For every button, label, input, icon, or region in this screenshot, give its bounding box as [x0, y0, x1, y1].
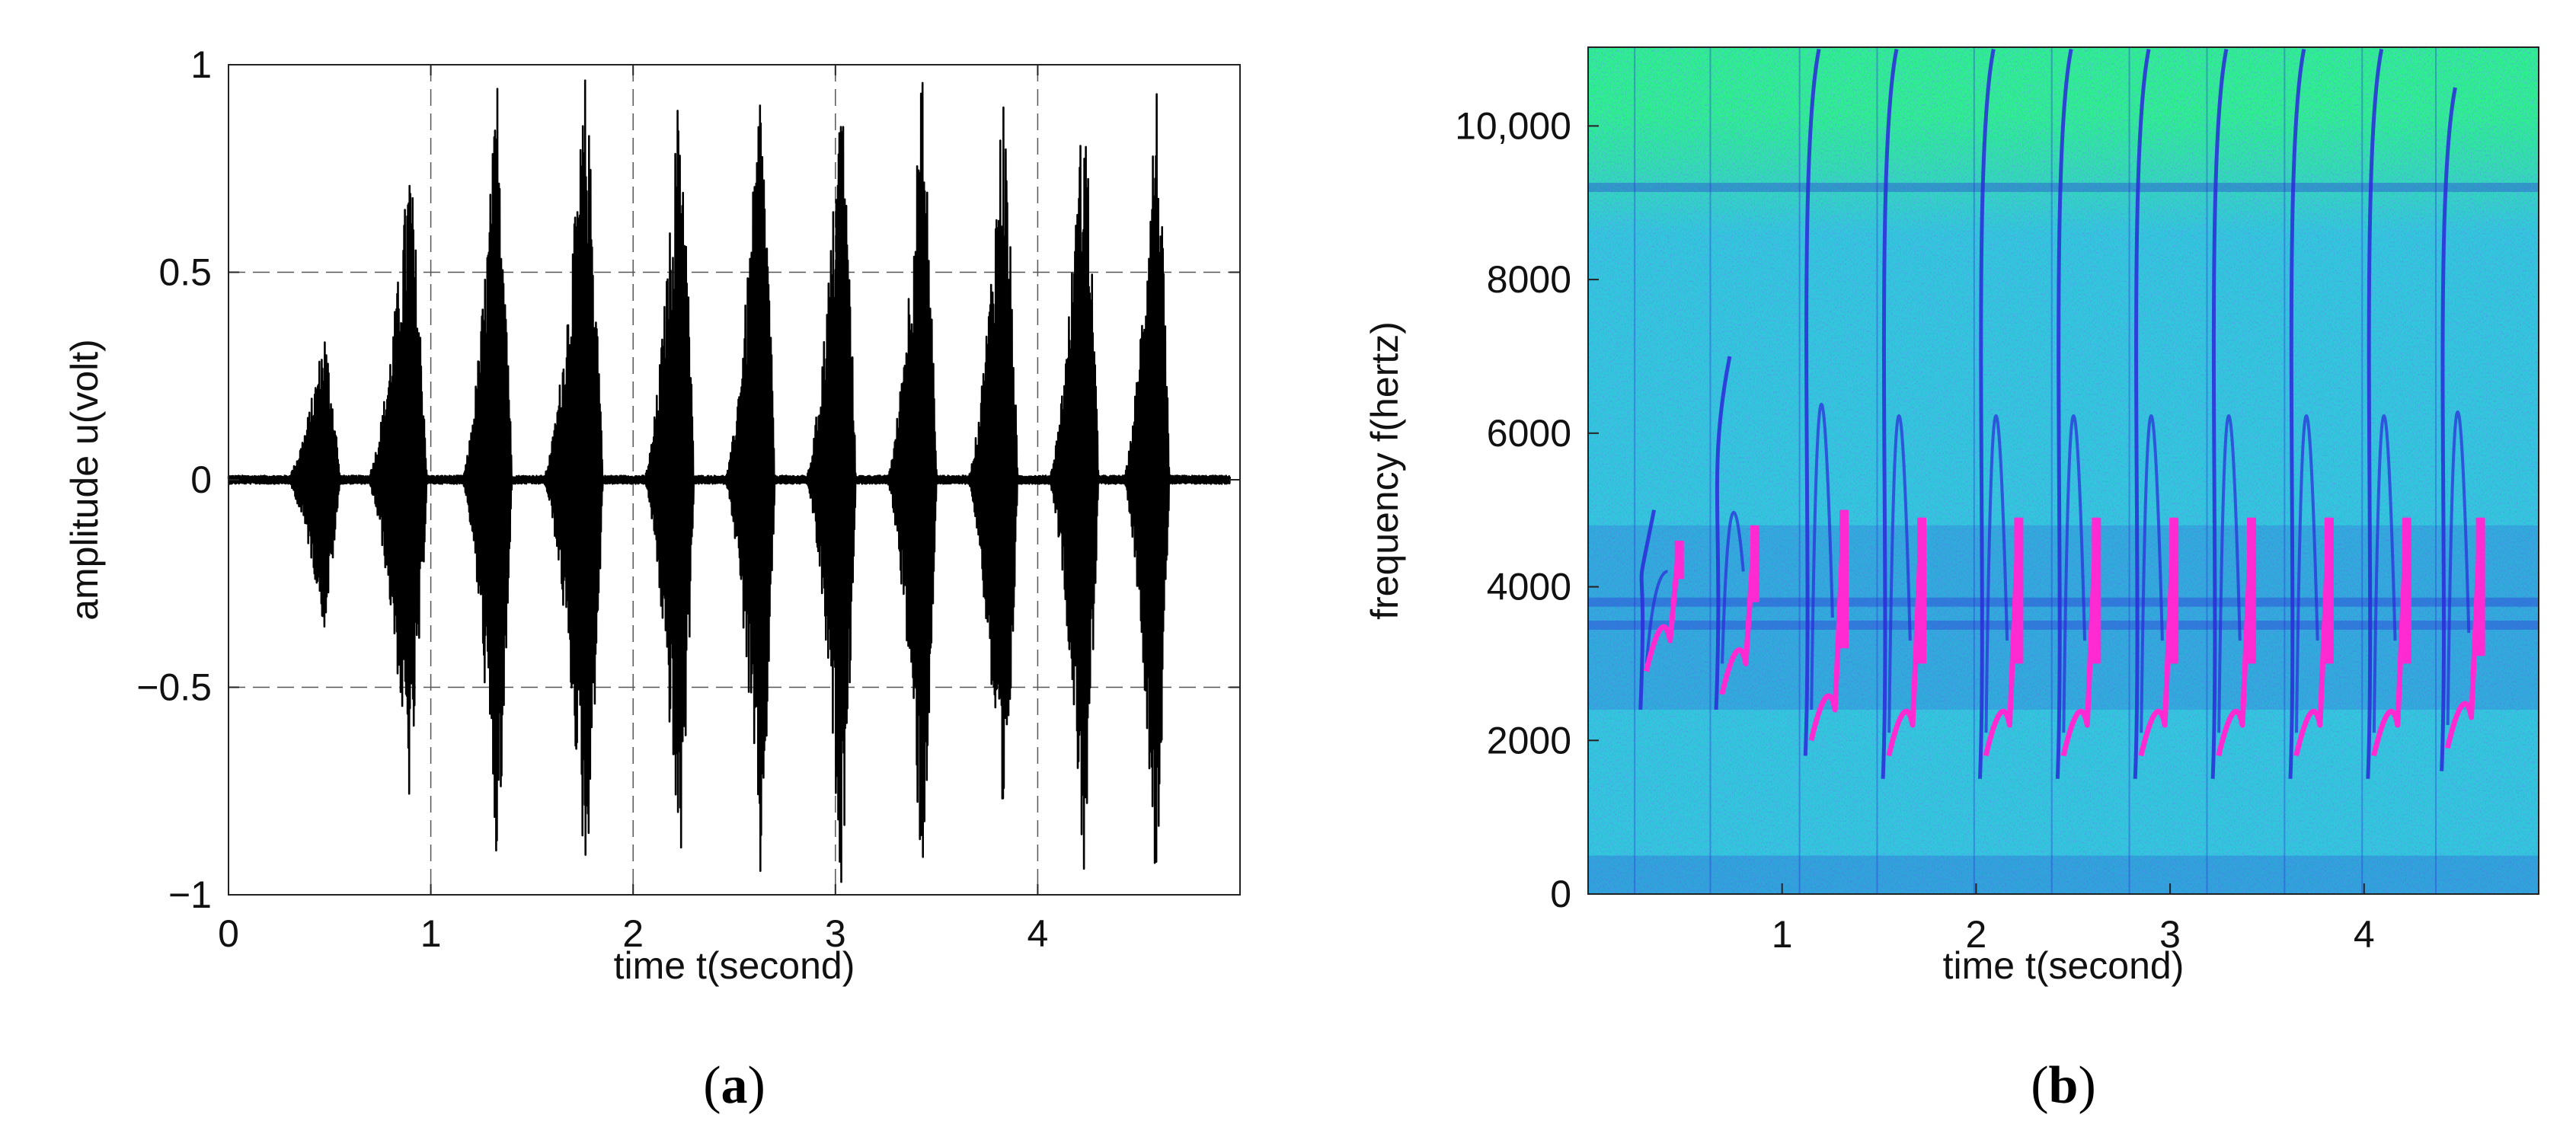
- panel-b-peak-trace: [2371, 517, 2410, 757]
- panel-a-y-axis-title: amplitude u(volt): [63, 339, 106, 621]
- panel-b-y-tick-label: 8000: [1487, 258, 1571, 301]
- panel-a-y-tick-label: 1: [190, 43, 212, 86]
- panel-b-horizontal-band: [1588, 620, 2539, 630]
- panel-b-sweep: [2440, 87, 2457, 771]
- panel-b-harmonic: [1721, 510, 1745, 664]
- panel-b-y-tick-label: 4000: [1487, 566, 1571, 608]
- panel-a-y-tick-label: 0.5: [158, 251, 212, 294]
- panel-b-sweep: [2133, 49, 2151, 779]
- panel-b-peak-bar: [2169, 517, 2179, 664]
- panel-b-peak-trace: [2444, 517, 2484, 749]
- panel-b-sweep: [1714, 356, 1732, 711]
- panel-b-peak-bar: [1674, 541, 1684, 580]
- panel-b-peak-bar: [2247, 517, 2257, 664]
- panel-b-peak-bar: [2402, 517, 2411, 664]
- panel-b-harmonic: [1810, 402, 1834, 710]
- panel-b-sweep: [2366, 49, 2384, 779]
- panel-a-letter: a: [721, 1056, 748, 1115]
- panel-b-peak-trace: [2138, 517, 2177, 757]
- panel-a-waveform: [227, 79, 1231, 883]
- panel-b-harmonic: [2217, 414, 2242, 733]
- panel-b-y-axis-title: frequency f(hertz): [1363, 321, 1406, 620]
- panel-a-waveform-trace: [227, 79, 1231, 883]
- panel-b-harmonic: [2294, 414, 2319, 733]
- panel-b-horizontal-band: [1588, 597, 2539, 607]
- panel-b-peak-bar: [2092, 517, 2101, 664]
- panel-b-peak-trace: [1886, 517, 1925, 757]
- panel-b-ticks: 1 2 3 4 0 2000 4000 6000 8000 10,000: [1455, 104, 2375, 956]
- panel-b-peak-bar: [2324, 517, 2334, 664]
- panel-a-x-axis-title: time t(second): [614, 944, 855, 987]
- panel-b-peak-bar: [2475, 517, 2485, 656]
- panel-b-harmonic: [1644, 570, 1668, 664]
- panel-b-x-tick-label: 4: [2354, 913, 2375, 956]
- panel-b-y-tick-label: 0: [1550, 873, 1571, 915]
- panel-b-y-tick-label: 2000: [1487, 719, 1571, 762]
- panel-a-x-tick-label: 2: [622, 912, 644, 955]
- panel-b-harmonic: [1887, 414, 1912, 733]
- panel-b-peak-bar: [1839, 509, 1849, 649]
- panel-b-sweep: [2210, 49, 2229, 779]
- panel-a-x-tick-label: 3: [825, 912, 846, 955]
- panel-a-x-tick-label: 4: [1027, 912, 1048, 955]
- panel-b-spectrogram-background: [1588, 47, 2539, 894]
- panel-b-peak-bar: [2014, 517, 2024, 664]
- panel-b-peak-trace: [2293, 517, 2332, 757]
- panel-b-peak-trace: [1719, 525, 1758, 695]
- panel-b-sweep: [2055, 49, 2073, 779]
- panel-b-x-tick-label: 1: [1772, 913, 1793, 956]
- panel-b-spectrogram: 1 2 3 4 0 2000 4000 6000 8000 10,000 time t(secon…: [1363, 46, 2539, 1115]
- panel-b-peak-trace: [1983, 517, 2021, 757]
- panel-b-horizontal-band: [1588, 183, 2539, 193]
- panel-a-x-tick-label: 1: [420, 912, 442, 955]
- panel-b-peak-trace: [2060, 517, 2099, 757]
- panel-b-y-tick-label: 10,000: [1455, 104, 1571, 147]
- panel-a-y-tick-label: 0: [190, 458, 212, 501]
- panel-b-peak-trace: [2216, 517, 2255, 757]
- panel-b-harmonic: [2062, 414, 2087, 733]
- panel-b-peak-bar: [1750, 525, 1760, 602]
- panel-b-x-tick-label: 3: [2159, 913, 2181, 956]
- panel-a-amplitude-chart: 0 1 2 3 4 −1 −0.5 0 0.5 1 time t(second) amplitud…: [63, 43, 1241, 1115]
- panel-a-y-tick-label: −0.5: [136, 666, 212, 709]
- panel-b-x-axis-title: time t(second): [1943, 944, 2184, 987]
- panel-b-peak-bar: [1917, 517, 1927, 664]
- panel-b-sweep: [1977, 49, 1996, 779]
- panel-b-spectral-marks: [1588, 47, 2539, 894]
- panel-a-y-tick-label: −1: [168, 873, 212, 916]
- panel-b-sweep: [1881, 49, 1899, 779]
- panel-b-sweep: [1803, 49, 1821, 756]
- panel-b-peak-trace: [1644, 540, 1683, 672]
- panel-b-harmonic: [2372, 414, 2397, 733]
- panel-b-x-tick-label: 2: [1965, 913, 1986, 956]
- panel-b-sweep: [1638, 509, 1657, 711]
- panel-a-label: (a): [703, 1056, 765, 1115]
- panel-b-peak-trace: [1808, 509, 1847, 742]
- panel-a-ticks: 0 1 2 3 4 −1 −0.5 0 0.5 1: [136, 43, 1240, 955]
- panel-b-y-tick-label: 6000: [1487, 412, 1571, 455]
- panel-b-label: (b): [2031, 1056, 2096, 1115]
- panel-b-letter: b: [2049, 1056, 2079, 1115]
- panel-b-low-band: [1588, 855, 2539, 894]
- panel-a-x-tick-label: 0: [218, 912, 239, 955]
- panel-b-harmonic: [2446, 410, 2471, 726]
- panel-b-sweep: [2288, 49, 2306, 779]
- panel-b-axes-frame: [1587, 46, 2539, 895]
- panel-b-harmonic: [2140, 414, 2164, 733]
- panel-b-harmonic: [1984, 414, 2009, 733]
